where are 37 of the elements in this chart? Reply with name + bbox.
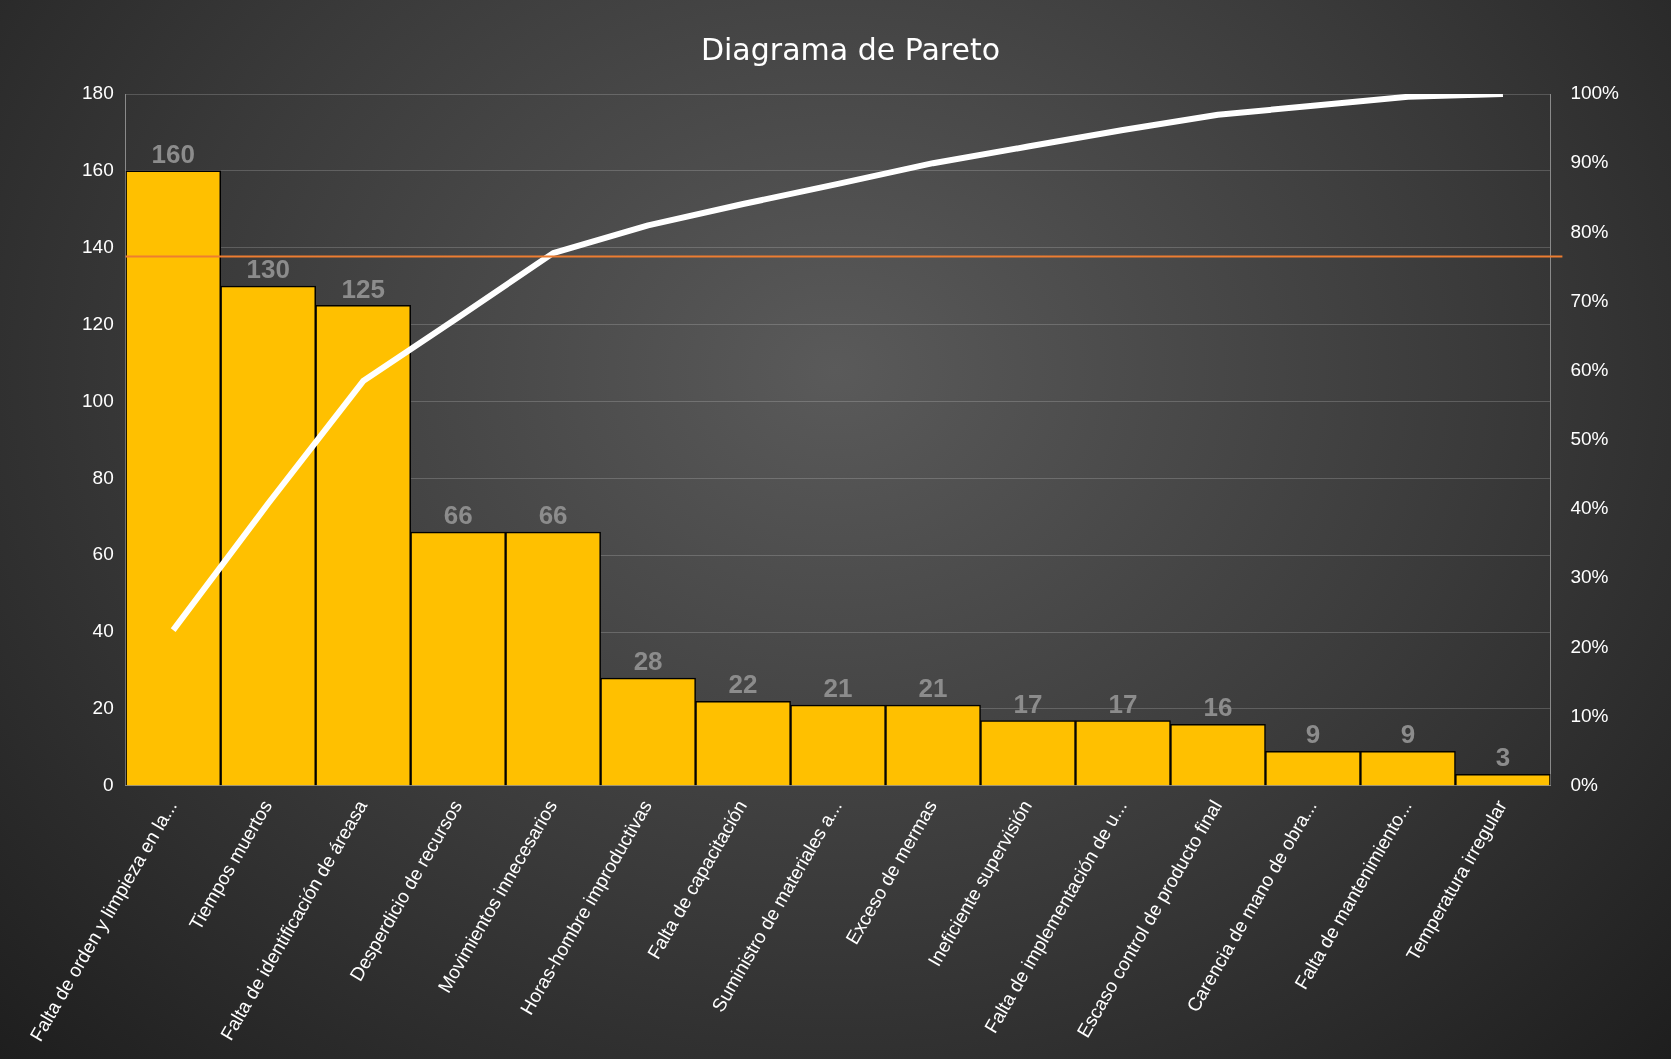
y2-tick-label: 90% bbox=[1570, 151, 1609, 173]
y-tick-label: 40 bbox=[92, 620, 114, 642]
data-label: 3 bbox=[1495, 742, 1511, 773]
y-tick-label: 80 bbox=[92, 466, 114, 488]
data-label: 21 bbox=[918, 673, 948, 704]
y-tick-label: 100 bbox=[82, 389, 114, 411]
data-label: 17 bbox=[1013, 688, 1043, 719]
y-tick-label: 20 bbox=[92, 697, 114, 719]
y2-tick-label: 80% bbox=[1570, 220, 1609, 242]
y2-tick-label: 0% bbox=[1570, 774, 1598, 796]
y2-tick-label: 100% bbox=[1570, 82, 1620, 104]
y2-tick-label: 50% bbox=[1570, 428, 1609, 450]
data-label: 17 bbox=[1108, 688, 1138, 719]
y2-tick-label: 60% bbox=[1570, 358, 1609, 380]
data-label: 9 bbox=[1305, 719, 1321, 750]
y2-tick-label: 10% bbox=[1570, 704, 1609, 726]
y-tick-label: 0 bbox=[103, 774, 114, 796]
y2-tick-label: 30% bbox=[1570, 566, 1609, 588]
y-tick-label: 120 bbox=[82, 312, 114, 334]
data-label: 66 bbox=[443, 500, 473, 531]
data-label: 16 bbox=[1203, 692, 1233, 723]
data-label: 21 bbox=[823, 673, 853, 704]
y-tick-label: 140 bbox=[82, 235, 114, 257]
data-label: 66 bbox=[538, 500, 568, 531]
y2-tick-label: 40% bbox=[1570, 497, 1609, 519]
data-label: 28 bbox=[633, 646, 663, 677]
chart-title: Diagrama de Pareto bbox=[700, 31, 1001, 67]
data-label: 125 bbox=[341, 273, 385, 304]
y2-tick-label: 20% bbox=[1570, 635, 1609, 657]
y-tick-label: 180 bbox=[82, 82, 114, 104]
y2-tick-label: 70% bbox=[1570, 289, 1609, 311]
data-label: 130 bbox=[246, 254, 290, 285]
data-label: 160 bbox=[151, 139, 195, 170]
y-tick-label: 160 bbox=[82, 159, 114, 181]
data-label: 9 bbox=[1400, 719, 1416, 750]
data-label: 22 bbox=[728, 669, 758, 700]
y-tick-label: 60 bbox=[92, 543, 114, 565]
